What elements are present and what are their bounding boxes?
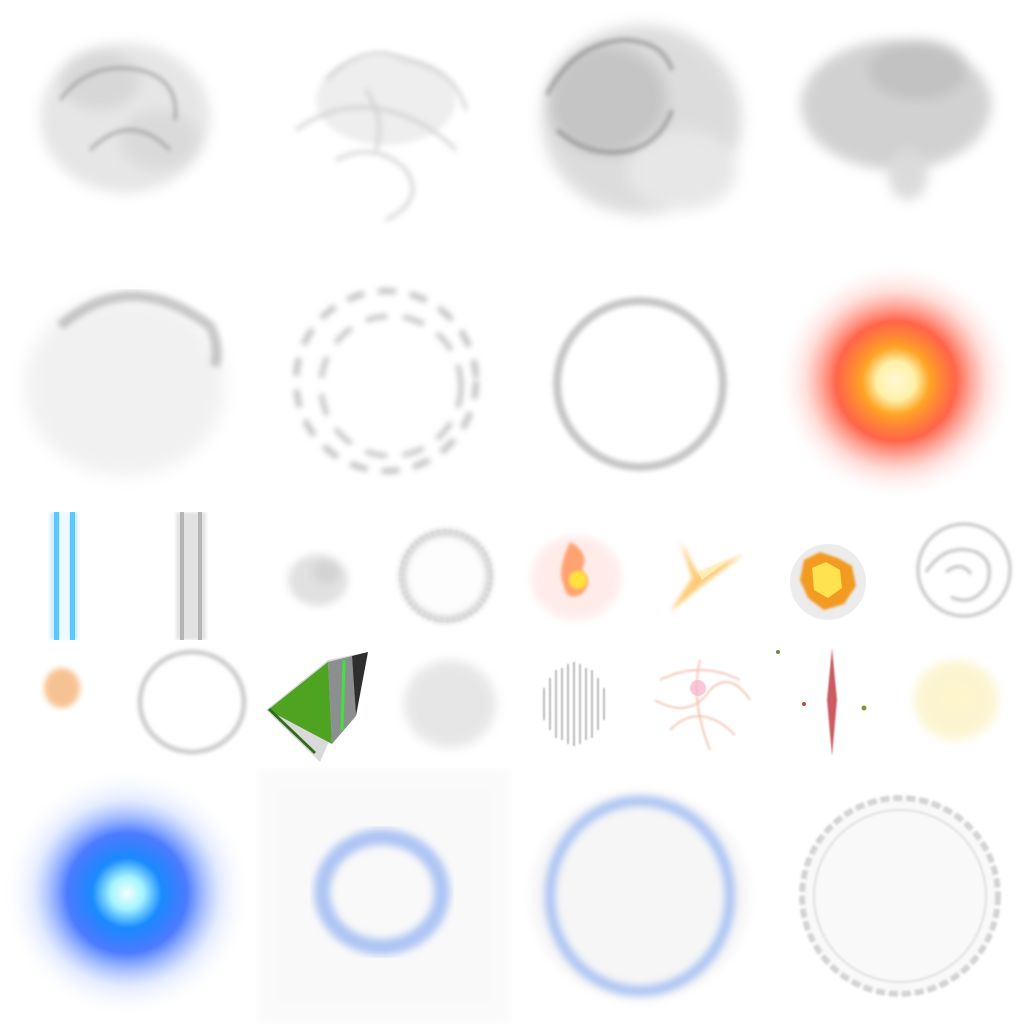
- dust-dome-icon: [0, 256, 256, 512]
- red-spike-icon: [768, 640, 896, 768]
- blue-ring-large-icon: [512, 768, 768, 1024]
- explosion-small-icon: [768, 512, 896, 640]
- swirl-smoke-icon: [896, 512, 1024, 640]
- smoke-ring-broken-icon: [256, 256, 512, 512]
- fire-flicker-icon: [512, 512, 640, 640]
- ring-thin-icon: [128, 640, 256, 768]
- smoke-puff-1-icon: [0, 0, 256, 256]
- grey-beam-icon: [128, 512, 256, 640]
- smoke-puff-2-icon: [768, 0, 1024, 256]
- burst-ring-small-icon: [384, 512, 512, 640]
- green-panel-sprite-icon: [256, 640, 384, 768]
- blue-ring-soft-icon: [256, 768, 512, 1024]
- ember-small-icon: [0, 640, 128, 768]
- blue-beam-icon: [0, 512, 128, 640]
- blue-glow-orb-icon: [0, 768, 256, 1024]
- dust-cloud-small-icon: [384, 640, 512, 768]
- smoke-puff-dense-icon: [512, 0, 768, 256]
- fire-glow-orb-icon: [768, 256, 1024, 512]
- shockwave-ring-icon: [512, 256, 768, 512]
- vertical-streaks-icon: [512, 640, 640, 768]
- cracked-ring-icon: [768, 768, 1024, 1024]
- faint-smoke-small-icon: [256, 512, 384, 640]
- smoke-wisp-icon: [256, 0, 512, 256]
- yellow-glow-smoke-icon: [896, 640, 1024, 768]
- spark-web-icon: [640, 640, 768, 768]
- fire-slash-icon: [640, 512, 768, 640]
